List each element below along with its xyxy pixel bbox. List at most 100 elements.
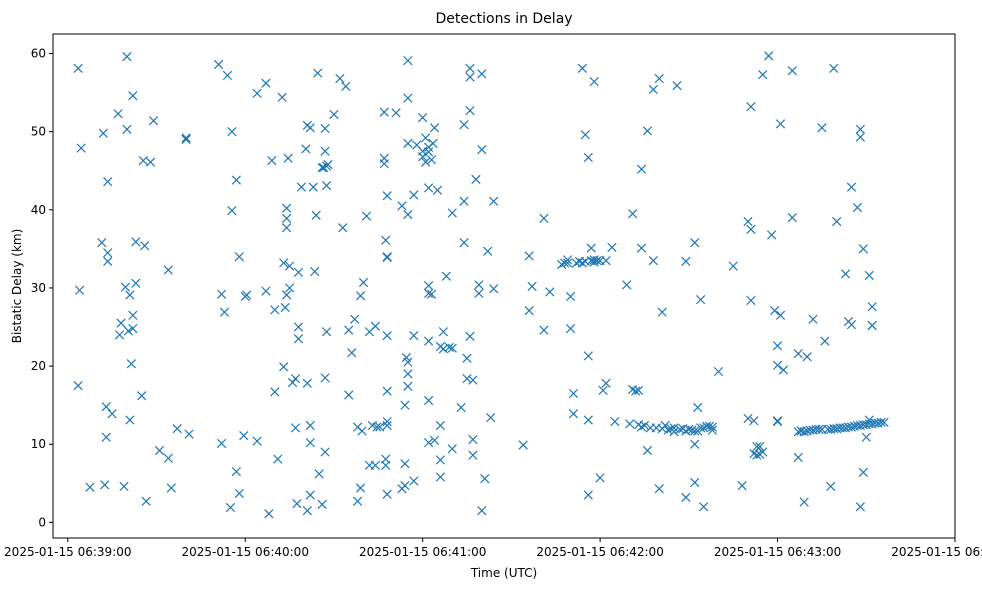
data-point <box>447 444 457 454</box>
data-point <box>321 180 332 191</box>
y-tick-label: 20 <box>31 359 46 373</box>
data-point <box>216 438 227 449</box>
data-point <box>293 267 304 277</box>
data-point <box>423 183 434 193</box>
data-point <box>817 123 827 133</box>
data-point <box>648 255 658 266</box>
data-point <box>113 109 123 119</box>
data-point <box>358 277 369 288</box>
data-point <box>426 289 437 299</box>
data-point <box>820 336 830 346</box>
data-point <box>772 360 783 370</box>
data-point <box>140 241 150 251</box>
data-point <box>840 269 851 279</box>
data-point <box>846 320 857 330</box>
data-point <box>669 427 679 437</box>
data-point <box>465 63 475 74</box>
data-point <box>465 331 475 342</box>
data-point <box>696 295 706 305</box>
data-point <box>382 386 392 396</box>
data-point <box>799 427 809 437</box>
data-point <box>270 387 280 397</box>
data-point <box>663 425 673 435</box>
data-point <box>372 422 382 432</box>
data-point <box>707 425 718 435</box>
data-point <box>672 80 682 91</box>
data-point <box>642 126 653 136</box>
data-point <box>429 123 440 133</box>
data-point <box>270 305 280 315</box>
data-point <box>302 378 312 388</box>
data-point <box>421 157 431 167</box>
data-point <box>589 77 599 87</box>
data-point <box>283 153 293 163</box>
data-point <box>456 402 466 413</box>
data-point <box>565 291 576 302</box>
plot-area <box>52 33 956 539</box>
data-point <box>357 426 367 436</box>
data-point <box>690 426 700 436</box>
data-point <box>447 208 457 218</box>
data-point <box>864 270 874 281</box>
data-point <box>116 318 126 328</box>
data-point <box>74 285 85 295</box>
data-point <box>447 343 457 353</box>
data-point <box>350 314 360 324</box>
data-point <box>320 373 330 383</box>
data-point <box>184 429 194 439</box>
data-point <box>696 423 706 433</box>
data-point <box>876 417 886 427</box>
data-point <box>764 51 774 61</box>
data-point <box>459 196 469 206</box>
data-point <box>100 480 110 490</box>
data-point <box>707 422 718 432</box>
data-point <box>471 174 481 184</box>
data-point <box>403 357 413 367</box>
data-point <box>101 432 111 442</box>
data-point <box>318 162 329 173</box>
data-point <box>145 157 156 167</box>
data-point <box>154 445 165 456</box>
data-point <box>403 209 413 220</box>
data-point <box>855 124 865 134</box>
data-point <box>231 466 241 477</box>
data-point <box>305 420 315 431</box>
data-point <box>128 323 138 334</box>
data-point <box>181 134 191 145</box>
data-point <box>302 506 312 516</box>
data-point <box>669 423 679 433</box>
data-point <box>775 310 786 320</box>
data-point <box>690 477 700 488</box>
data-point <box>172 423 182 434</box>
data-point <box>657 307 667 317</box>
data-point <box>382 489 392 499</box>
data-point <box>141 496 151 506</box>
data-point <box>483 246 493 256</box>
y-tick-label: 30 <box>31 281 46 295</box>
data-point <box>474 288 484 299</box>
data-point <box>403 381 413 392</box>
data-point <box>242 290 252 300</box>
x-axis: 2025-01-15 06:39:00 2025-01-15 06:40:00 20… <box>4 538 982 559</box>
data-point <box>633 385 644 395</box>
x-tick-label: 2025-01-15 06:44:00 <box>891 545 982 559</box>
data-point <box>565 323 576 334</box>
data-point <box>103 248 113 258</box>
data-point <box>293 322 304 332</box>
data-point <box>317 499 327 510</box>
data-point <box>746 224 756 234</box>
data-point <box>465 105 475 116</box>
data-point <box>808 314 818 324</box>
data-point <box>432 185 443 195</box>
data-point <box>279 258 289 268</box>
data-point <box>539 213 549 224</box>
data-point <box>459 120 469 130</box>
data-point <box>403 93 413 103</box>
data-point <box>225 502 236 513</box>
data-point <box>746 102 756 112</box>
data-point <box>787 213 797 223</box>
data-point <box>222 70 233 81</box>
data-point <box>428 138 438 149</box>
data-point <box>400 400 410 410</box>
data-point <box>462 373 472 384</box>
